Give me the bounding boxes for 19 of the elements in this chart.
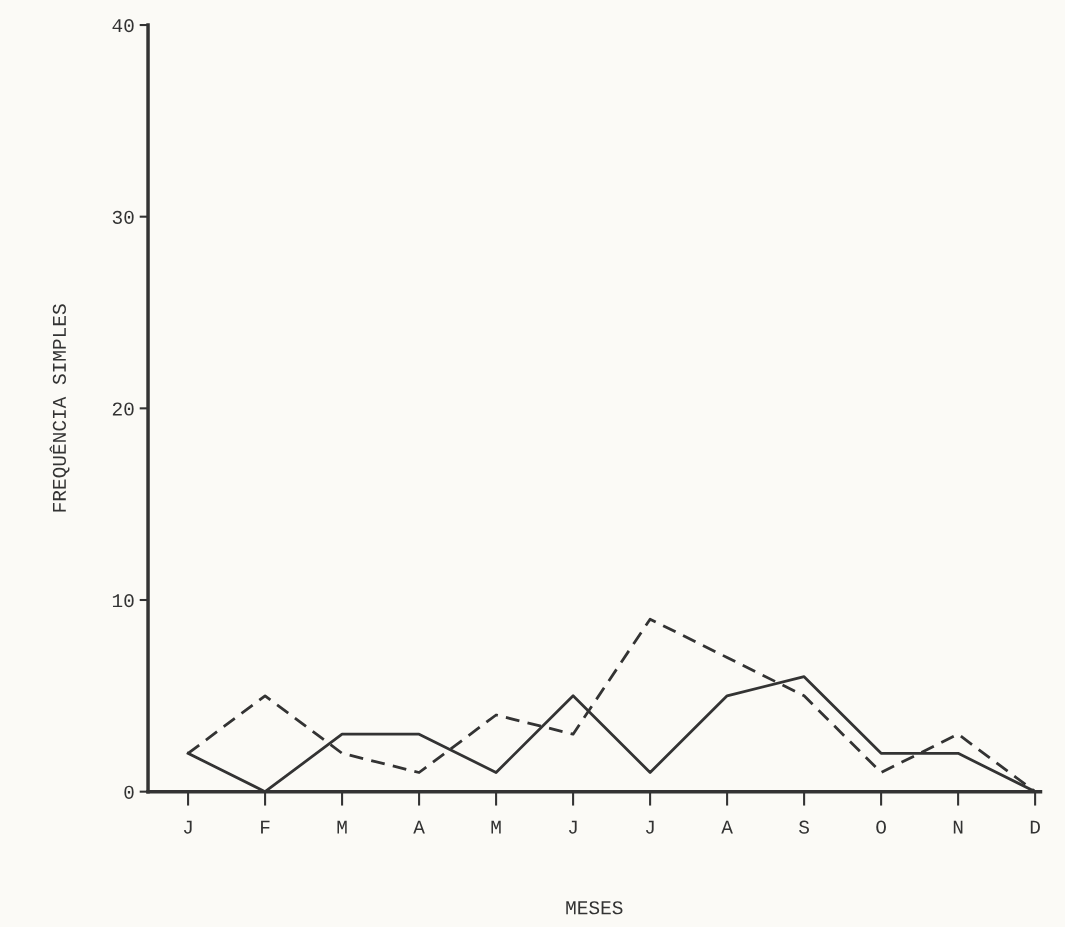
- x-tick-label: N: [953, 820, 963, 834]
- x-tick-label: J: [568, 820, 577, 834]
- y-tick-label: 30: [112, 210, 134, 224]
- x-tick-label: A: [413, 820, 425, 834]
- x-tick-label: A: [721, 820, 733, 834]
- y-tick-label: 0: [124, 785, 134, 799]
- x-tick-label: M: [491, 820, 501, 834]
- x-tick-label: F: [261, 820, 270, 834]
- x-tick-label: M: [337, 820, 347, 834]
- y-tick-label: 10: [112, 594, 134, 608]
- x-tick-label: D: [1030, 820, 1040, 834]
- x-tick-label: O: [876, 820, 886, 834]
- x-axis-title: MESES: [566, 901, 623, 915]
- y-axis-title: FREQUÊNCIA SIMPLES: [49, 304, 70, 512]
- x-tick-label: S: [799, 820, 809, 834]
- y-tick-label: 40: [112, 19, 134, 33]
- x-tick-label: J: [183, 820, 192, 834]
- x-tick-label: J: [645, 820, 654, 834]
- y-tick-label: 20: [112, 402, 134, 416]
